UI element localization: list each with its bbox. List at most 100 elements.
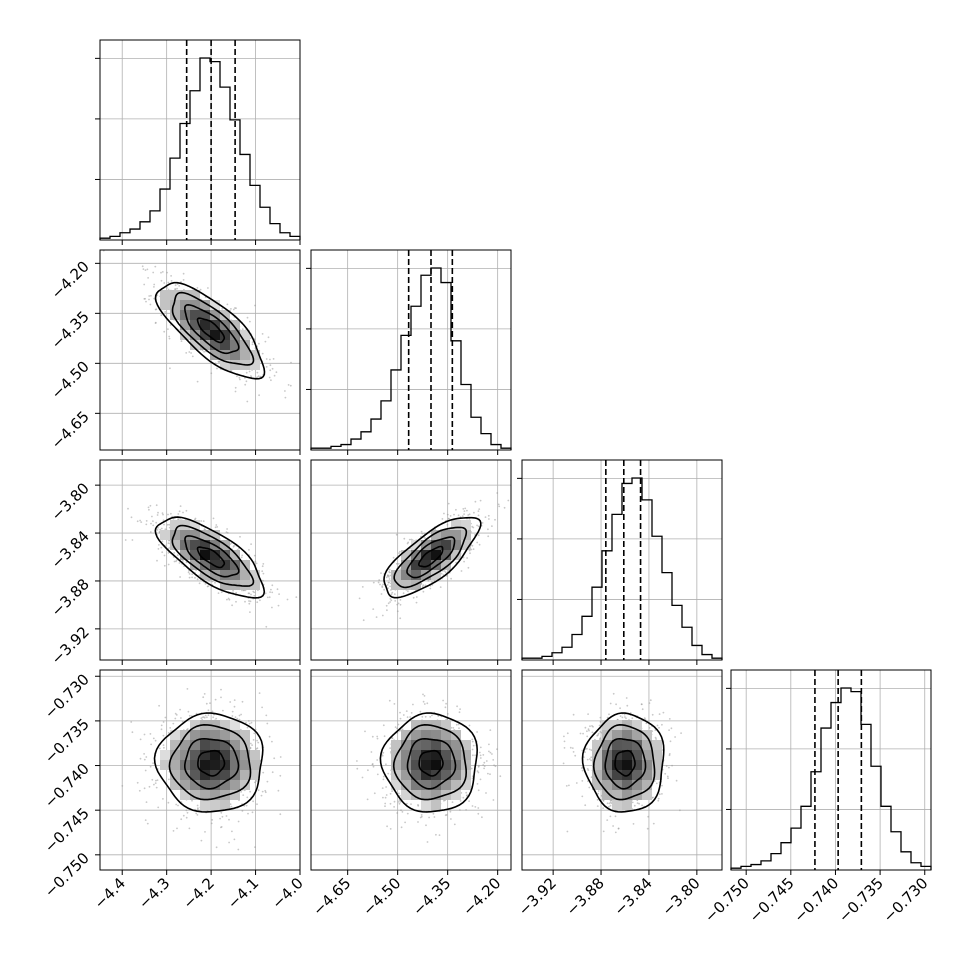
- sample-point: [271, 591, 274, 594]
- sample-point: [160, 271, 162, 274]
- sample-point: [471, 738, 474, 741]
- density-cell: [230, 730, 240, 740]
- sample-point: [376, 759, 379, 761]
- sample-point: [143, 787, 146, 790]
- sample-point: [429, 716, 432, 718]
- sample-point: [156, 559, 158, 562]
- contour-level-1: [184, 535, 240, 578]
- density-cell: [210, 760, 220, 770]
- sample-point: [446, 523, 449, 526]
- sample-point: [245, 721, 247, 724]
- sample-point: [441, 518, 444, 520]
- sample-point: [236, 375, 238, 378]
- sample-point: [388, 578, 391, 580]
- sample-point: [462, 508, 465, 510]
- density-cell: [401, 560, 411, 570]
- density-cell: [220, 780, 230, 790]
- sample-point: [496, 748, 498, 751]
- density-cell: [240, 340, 250, 350]
- density-cell: [461, 540, 471, 550]
- sample-point: [162, 513, 164, 516]
- sample-point: [200, 520, 203, 522]
- histogram-step-1: [310, 267, 512, 450]
- density-cell: [170, 310, 180, 320]
- sample-point: [385, 763, 387, 766]
- sample-point: [421, 716, 424, 718]
- sample-point: [245, 380, 248, 383]
- sample-point: [180, 281, 182, 283]
- sample-point: [232, 545, 235, 548]
- sample-point: [245, 371, 248, 374]
- sample-point: [452, 727, 455, 729]
- sample-point: [389, 802, 392, 805]
- sample-point: [386, 584, 389, 586]
- density-cell: [190, 760, 200, 770]
- sample-point: [444, 571, 447, 574]
- density-cell: [250, 350, 260, 360]
- y-tick-label: −3.80: [48, 479, 93, 524]
- sample-point: [172, 722, 175, 725]
- density-cell: [160, 760, 170, 770]
- sample-point: [228, 598, 231, 601]
- density-cell: [180, 750, 190, 760]
- sample-point: [139, 757, 142, 760]
- sample-point: [422, 700, 425, 703]
- x-tick-label: −4.65: [309, 874, 354, 919]
- sample-point: [161, 271, 164, 273]
- panel-frame: [521, 459, 723, 661]
- sample-point: [420, 815, 423, 818]
- density-cell: [200, 340, 210, 350]
- sample-point: [387, 602, 390, 605]
- sample-point: [174, 717, 177, 720]
- sample-point: [207, 287, 209, 289]
- sample-point: [231, 710, 234, 713]
- density-cell: [441, 770, 451, 780]
- sample-point: [167, 542, 170, 545]
- sample-point: [289, 384, 292, 387]
- panel-2-0: −3.92−3.88−3.84−3.80: [48, 459, 301, 668]
- sample-point: [393, 593, 396, 595]
- sample-point: [195, 712, 198, 715]
- density-cell: [210, 780, 220, 790]
- sample-point: [253, 594, 256, 597]
- sample-point: [139, 519, 142, 522]
- sample-point: [136, 781, 139, 784]
- sample-point: [139, 738, 142, 741]
- x-tick-label: −4.50: [359, 874, 404, 919]
- sample-point: [178, 562, 181, 564]
- sample-point: [211, 819, 214, 821]
- sample-point: [163, 330, 166, 333]
- sample-point: [463, 513, 465, 515]
- sample-point: [221, 815, 224, 818]
- sample-point: [167, 547, 170, 550]
- sample-point: [386, 825, 388, 828]
- sample-point: [450, 818, 452, 820]
- density-cell: [451, 750, 461, 760]
- sample-point: [250, 721, 253, 724]
- sample-point: [426, 841, 429, 843]
- density-cell: [220, 350, 230, 360]
- sample-point: [130, 721, 133, 723]
- panel-1-0: −4.65−4.50−4.35−4.20: [48, 249, 301, 455]
- density-cell: [441, 540, 451, 550]
- sample-point: [249, 320, 251, 323]
- contour-level-3: [383, 516, 482, 599]
- sample-point: [182, 272, 185, 275]
- sample-point: [258, 342, 260, 345]
- sample-point: [423, 532, 426, 535]
- density-cell: [190, 530, 200, 540]
- sample-point: [400, 826, 403, 829]
- sample-point: [241, 589, 243, 592]
- density-cell: [441, 750, 451, 760]
- sample-point: [446, 713, 449, 715]
- sample-point: [157, 806, 160, 809]
- density-cell: [411, 730, 421, 740]
- density-cell: [200, 300, 210, 310]
- sample-point: [453, 823, 456, 826]
- sample-point: [167, 801, 170, 804]
- density-cell: [411, 780, 421, 790]
- density-cell: [431, 560, 441, 570]
- sample-point: [257, 789, 260, 792]
- sample-point: [236, 717, 239, 720]
